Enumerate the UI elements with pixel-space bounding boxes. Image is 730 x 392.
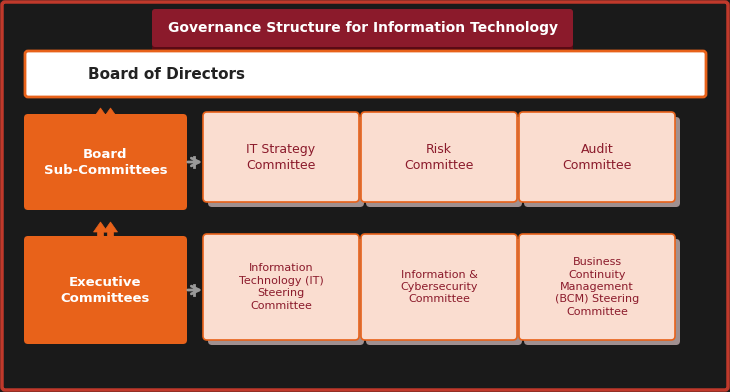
FancyBboxPatch shape [361,234,517,340]
FancyBboxPatch shape [152,13,573,53]
Text: Board of Directors: Board of Directors [88,67,245,82]
FancyBboxPatch shape [208,117,364,207]
Text: Governance Structure for Information Technology: Governance Structure for Information Tec… [167,21,558,35]
FancyBboxPatch shape [152,9,573,47]
Text: Business
Continuity
Management
(BCM) Steering
Committee: Business Continuity Management (BCM) Ste… [555,257,639,317]
Text: Information
Technology (IT)
Steering
Committee: Information Technology (IT) Steering Com… [239,263,323,310]
FancyBboxPatch shape [366,239,522,345]
FancyBboxPatch shape [203,234,359,340]
Text: Information &
Cybersecurity
Committee: Information & Cybersecurity Committee [400,270,477,305]
FancyBboxPatch shape [24,236,187,344]
Text: Board
Sub-Committees: Board Sub-Committees [44,147,167,176]
Polygon shape [93,108,107,118]
Text: Risk
Committee: Risk Committee [404,143,474,172]
Polygon shape [93,222,107,240]
FancyBboxPatch shape [203,112,359,202]
Text: Audit
Committee: Audit Committee [562,143,631,172]
Text: Executive
Committees: Executive Committees [61,276,150,305]
FancyBboxPatch shape [25,51,706,97]
Polygon shape [104,108,118,118]
FancyBboxPatch shape [524,239,680,345]
FancyBboxPatch shape [366,117,522,207]
Text: IT Strategy
Committee: IT Strategy Committee [246,143,315,172]
FancyBboxPatch shape [524,117,680,207]
FancyBboxPatch shape [519,234,675,340]
FancyBboxPatch shape [361,112,517,202]
FancyBboxPatch shape [208,239,364,345]
FancyBboxPatch shape [24,114,187,210]
FancyBboxPatch shape [519,112,675,202]
Polygon shape [104,222,118,240]
